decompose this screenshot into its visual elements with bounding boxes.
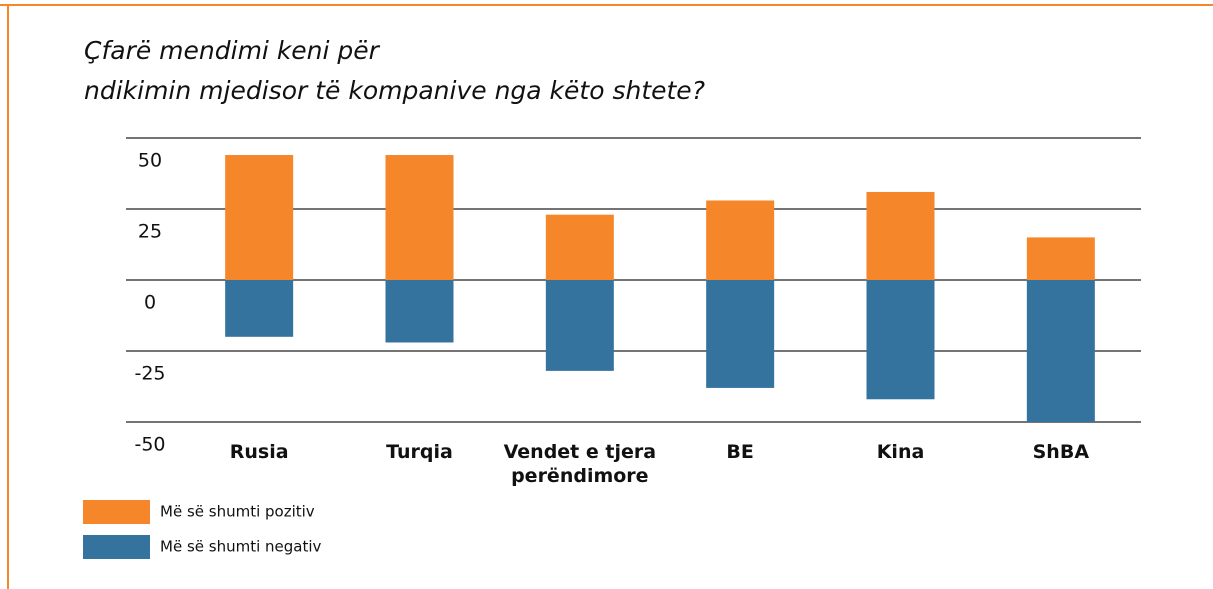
- bar: [545, 214, 614, 280]
- bar: [1026, 280, 1095, 422]
- bar: [225, 155, 294, 280]
- y-tick-label: -25: [134, 363, 165, 385]
- legend-swatch: [83, 500, 150, 524]
- bar: [225, 280, 294, 337]
- x-tick-label: Rusia: [229, 441, 289, 463]
- legend-label: Më së shumti negativ: [160, 538, 322, 556]
- bar: [385, 155, 454, 280]
- y-tick-label: 25: [138, 221, 162, 243]
- x-tick-label: ShBA: [1032, 441, 1090, 463]
- bar: [866, 191, 935, 280]
- bar: [385, 280, 454, 343]
- bar: [866, 280, 935, 400]
- x-tick-label: BE: [726, 441, 754, 463]
- bar: [1026, 237, 1095, 280]
- bar: [706, 200, 775, 280]
- x-tick-label: Vendet e tjera perëndimore: [503, 441, 657, 487]
- x-tick-label: Kina: [876, 441, 925, 463]
- x-tick-label: Turqia: [386, 441, 453, 463]
- bar: [545, 280, 614, 371]
- legend-label: Më së shumti pozitiv: [160, 503, 315, 521]
- y-tick-label: 50: [138, 150, 162, 172]
- chart-title: Çfarë mendimi keni për ndikimin mjedisor …: [84, 36, 705, 105]
- bar: [706, 280, 775, 388]
- legend-swatch: [83, 535, 150, 559]
- y-tick-label: -50: [134, 434, 165, 456]
- y-tick-label: 0: [144, 292, 156, 314]
